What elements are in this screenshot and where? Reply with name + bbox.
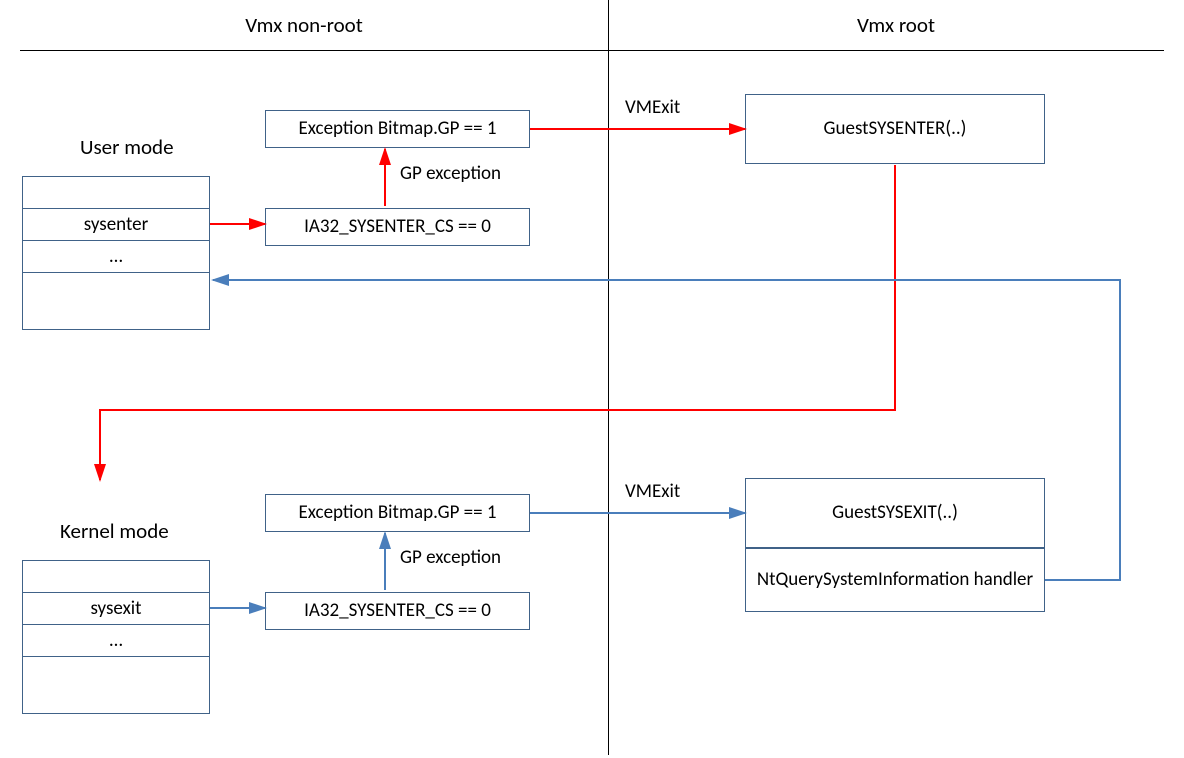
table-row: sysexit	[23, 593, 209, 625]
table-row-blank-bottom	[23, 273, 209, 329]
header-divider	[20, 50, 1164, 51]
kernel-mode-table: sysexit …	[22, 560, 210, 714]
user-mode-sysenter: sysenter	[84, 213, 148, 236]
nt-handler-text: NtQuerySystemInformation handler	[757, 569, 1033, 592]
guest-sysenter-text: GuestSYSENTER(..)	[824, 118, 967, 141]
vmexit-top-label: VMExit	[625, 96, 680, 119]
kernel-mode-label: Kernel mode	[60, 518, 169, 544]
user-mode-table: sysenter …	[22, 176, 210, 330]
kernel-mode-ellipsis: …	[109, 629, 122, 652]
table-row-blank-top	[23, 177, 209, 209]
table-row-blank-bottom	[23, 657, 209, 713]
ia32-sysenter-top-box: IA32_SYSENTER_CS == 0	[265, 208, 530, 246]
column-divider	[608, 0, 609, 755]
exception-bitmap-bottom-text: Exception Bitmap.GP == 1	[298, 502, 496, 525]
ia32-sysenter-bottom-box: IA32_SYSENTER_CS == 0	[265, 592, 530, 630]
guest-sysexit-text: GuestSYSEXIT(..)	[832, 502, 958, 525]
nt-handler-box: NtQuerySystemInformation handler	[745, 548, 1045, 612]
guest-sysenter-box: GuestSYSENTER(..)	[745, 94, 1045, 164]
table-row: sysenter	[23, 209, 209, 241]
kernel-mode-sysexit: sysexit	[90, 597, 141, 620]
gp-exception-bottom-label: GP exception	[400, 546, 501, 569]
table-row: …	[23, 241, 209, 273]
user-mode-label: User mode	[80, 134, 174, 160]
exception-bitmap-top-box: Exception Bitmap.GP == 1	[265, 110, 530, 148]
vmexit-bottom-label: VMExit	[625, 480, 680, 503]
gp-exception-top-label: GP exception	[400, 162, 501, 185]
exception-bitmap-bottom-box: Exception Bitmap.GP == 1	[265, 494, 530, 532]
user-mode-ellipsis: …	[109, 245, 122, 268]
ia32-sysenter-top-text: IA32_SYSENTER_CS == 0	[304, 216, 491, 239]
table-row-blank-top	[23, 561, 209, 593]
ia32-sysenter-bottom-text: IA32_SYSENTER_CS == 0	[304, 600, 491, 623]
exception-bitmap-top-text: Exception Bitmap.GP == 1	[298, 118, 496, 141]
col-title-root: Vmx root	[608, 12, 1184, 38]
table-row: …	[23, 625, 209, 657]
col-title-nonroot: Vmx non-root	[0, 12, 608, 38]
guest-sysexit-box: GuestSYSEXIT(..)	[745, 478, 1045, 548]
